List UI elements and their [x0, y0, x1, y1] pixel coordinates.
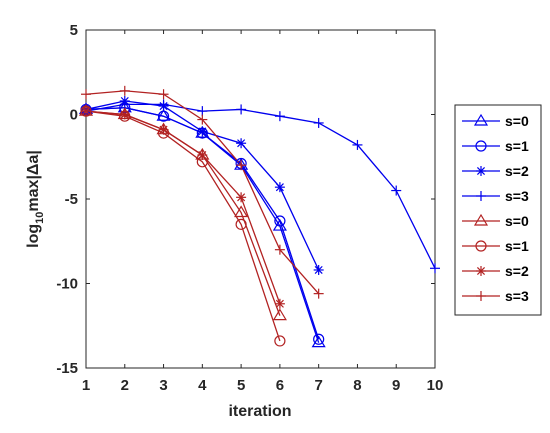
y-tick-label: -10: [56, 276, 78, 293]
x-tick-label: 6: [276, 377, 284, 394]
legend-marker: [473, 113, 489, 126]
x-tick-label: 9: [392, 377, 400, 394]
x-tick-label: 4: [198, 377, 207, 394]
data-point-red-s=3: [274, 244, 285, 255]
series-line-blue-s=3: [85, 103, 436, 269]
legend: s=0 s=1 s=2 s=3 s=0 s=1 s=2 s=3: [462, 113, 529, 304]
legend-marker: [476, 191, 486, 201]
y-tick-label: -15: [56, 360, 78, 377]
data-point-red-s=3: [158, 89, 169, 100]
legend-marker: [476, 266, 486, 276]
data-point-blue-s=0: [156, 109, 171, 121]
series-markers: [78, 85, 440, 348]
data-point-red-s=3: [313, 288, 324, 299]
data-point-red-s=1: [274, 335, 286, 347]
data-point-red-s=3: [119, 85, 130, 96]
legend-label: s=0: [505, 113, 529, 129]
data-point-blue-s=3: [430, 263, 440, 274]
x-axis-label: iteration: [228, 403, 291, 420]
data-point-blue-s=1: [313, 333, 325, 345]
y-tick-label: 5: [70, 22, 78, 39]
data-point-red-s=2: [197, 150, 208, 161]
x-tick-label: 7: [314, 377, 322, 394]
y-axis-label-subscript: 10: [34, 212, 46, 224]
data-point-red-s=1: [235, 218, 247, 230]
data-point-red-s=0: [272, 308, 287, 321]
data-point-blue-s=2: [197, 126, 208, 137]
x-tick-label: 8: [353, 377, 361, 394]
y-axis-label-base: log: [25, 224, 42, 248]
legend-label: s=1: [505, 238, 529, 254]
axis-ticks: 1 2 3 4 5 6 7 8 9 10 -15 -10 -5 0 5: [56, 22, 443, 394]
legend-label: s=1: [505, 138, 529, 154]
svg-text:log10max|Δa|: log10max|Δa|: [25, 150, 46, 248]
series-line-red-s=1: [85, 110, 281, 342]
legend-marker: [476, 291, 486, 301]
legend-label: s=3: [505, 188, 529, 204]
x-tick-label: 1: [82, 377, 90, 394]
legend-box: [454, 104, 542, 316]
y-axis-label: log10max|Δa|: [25, 150, 46, 248]
legend-marker: [473, 213, 489, 226]
data-point-blue-s=2: [236, 138, 247, 149]
legend-label: s=3: [505, 288, 529, 304]
legend-label: s=2: [505, 263, 529, 279]
legend-marker: [475, 140, 487, 152]
data-point-red-s=2: [158, 124, 169, 135]
data-point-red-s=0: [234, 205, 249, 218]
x-tick-label: 5: [237, 377, 245, 394]
data-point-blue-s=3: [352, 139, 363, 150]
legend-label: s=2: [505, 163, 529, 179]
data-point-blue-s=3: [236, 104, 247, 115]
series-line-red-s=2: [85, 110, 281, 305]
data-point-red-s=2: [236, 192, 247, 203]
plot-area: [85, 29, 436, 369]
data-point-red-s=3: [236, 160, 247, 171]
data-point-blue-s=0: [311, 335, 326, 348]
y-axis-label-rest: max|Δa|: [25, 150, 42, 211]
y-tick-label: 0: [70, 107, 78, 124]
x-tick-label: 3: [159, 377, 167, 394]
legend-label: s=0: [505, 213, 529, 229]
data-point-blue-s=0: [195, 125, 210, 138]
data-point-blue-s=2: [274, 182, 285, 193]
data-point-blue-s=3: [158, 99, 169, 110]
data-point-blue-s=3: [274, 111, 285, 122]
data-point-blue-s=1: [157, 110, 170, 122]
data-point-red-s=2: [119, 109, 130, 120]
legend-marker: [475, 240, 487, 252]
data-point-red-s=3: [197, 114, 208, 125]
data-point-red-s=3: [81, 89, 91, 100]
x-tick-label: 2: [121, 377, 129, 394]
data-point-red-s=2: [81, 106, 91, 117]
data-point-blue-s=3: [391, 185, 402, 196]
y-tick-label: -5: [65, 191, 78, 208]
data-point-blue-s=3: [313, 117, 324, 128]
data-point-blue-s=3: [197, 106, 208, 117]
data-point-blue-s=1: [274, 215, 286, 227]
x-tick-label: 10: [427, 377, 444, 394]
data-point-red-s=2: [274, 298, 285, 309]
data-point-blue-s=2: [313, 264, 324, 275]
legend-marker: [476, 166, 486, 176]
